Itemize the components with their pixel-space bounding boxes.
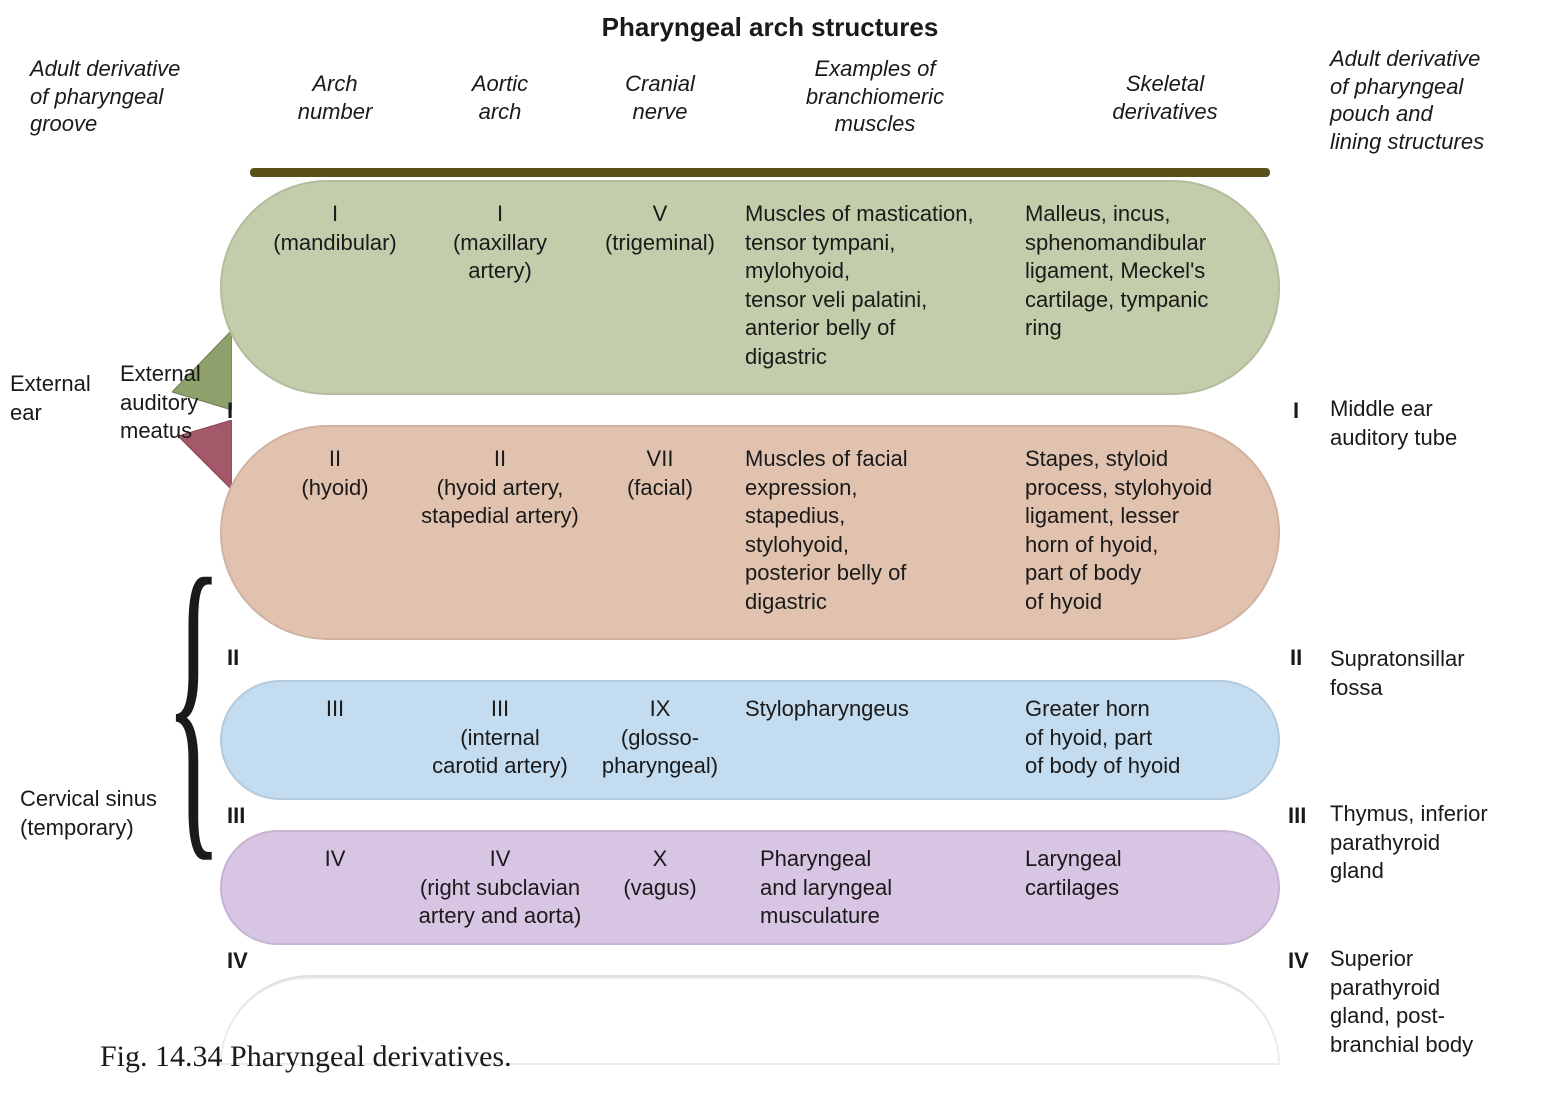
col-header-nerve-text: Cranialnerve [625, 71, 695, 124]
r2-nerve: VII(facial) [580, 445, 740, 502]
r4-skeletal: Laryngealcartilages [1025, 845, 1275, 902]
pouch-label-I: Middle earauditory tube [1330, 395, 1530, 452]
r3-muscles: Stylopharyngeus [745, 695, 1025, 724]
r2-arch: II(hyoid) [260, 445, 410, 502]
r3-nerve: IX(glosso-pharyngeal) [580, 695, 740, 781]
pouch-num-III: III [1288, 803, 1306, 829]
r4-muscles: Pharyngealand laryngealmusculature [760, 845, 1040, 931]
pouch-label-II: Supratonsillarfossa [1330, 645, 1530, 702]
r3-skeletal: Greater hornof hyoid, partof body of hyo… [1025, 695, 1275, 781]
pouch-num-II: II [1290, 645, 1302, 671]
r2-aortic: II(hyoid artery,stapedial artery) [400, 445, 600, 531]
r1-muscles: Muscles of mastication,tensor tympani,my… [745, 200, 1025, 372]
r4-aortic: IV(right subclavianartery and aorta) [395, 845, 605, 931]
r3-arch: III [260, 695, 410, 724]
r1-nerve: V(trigeminal) [580, 200, 740, 257]
header-underline-bar [250, 168, 1270, 177]
col-header-muscles-text: Examples ofbranchiomericmuscles [806, 56, 944, 136]
col-header-arch-text: Archnumber [298, 71, 373, 124]
r4-arch: IV [260, 845, 410, 874]
diagram-canvas: Pharyngeal arch structures Adult derivat… [0, 0, 1546, 1093]
col-header-groove: Adult derivativeof pharyngealgroove [30, 55, 220, 138]
col-header-aortic: Aorticarch [410, 70, 590, 125]
pouch-label-IV: Superiorparathyroidgland, post-branchial… [1330, 945, 1540, 1059]
figure-title: Pharyngeal arch structures [560, 12, 980, 43]
r1-arch: I(mandibular) [260, 200, 410, 257]
r2-skeletal: Stapes, styloidprocess, stylohyoidligame… [1025, 445, 1275, 617]
r1-aortic: I(maxillaryartery) [410, 200, 590, 286]
col-header-pouch: Adult derivativeof pharyngealpouch andli… [1330, 45, 1530, 155]
col-header-arch: Archnumber [260, 70, 410, 125]
groove-num-III: III [227, 803, 245, 829]
col-header-aortic-text: Aorticarch [472, 71, 528, 124]
col-header-skeletal: Skeletalderivatives [1040, 70, 1290, 125]
r2-muscles: Muscles of facialexpression,stapedius,st… [745, 445, 1025, 617]
col-header-skeletal-text: Skeletalderivatives [1112, 71, 1217, 124]
col-header-nerve: Cranialnerve [580, 70, 740, 125]
col-header-groove-text: Adult derivativeof pharyngealgroove [30, 56, 180, 136]
pouch-num-IV: IV [1288, 948, 1309, 974]
col-header-muscles: Examples ofbranchiomericmuscles [735, 55, 1015, 138]
groove-num-IV: IV [227, 948, 248, 974]
pouch-num-I: I [1293, 398, 1299, 424]
groove-label-external-ear: Externalear [10, 370, 120, 427]
r3-aortic: III(internalcarotid artery) [410, 695, 590, 781]
figure-caption: Fig. 14.34 Pharyngeal derivatives. [100, 1040, 512, 1074]
r4-nerve: X(vagus) [580, 845, 740, 902]
r1-skeletal: Malleus, incus,sphenomandibularligament,… [1025, 200, 1275, 343]
groove-label-external-auditory-meatus: Externalauditorymeatus [120, 360, 230, 446]
col-header-pouch-text: Adult derivativeof pharyngealpouch andli… [1330, 46, 1484, 154]
groove-num-II: II [227, 645, 239, 671]
pouch-label-III: Thymus, inferiorparathyroidgland [1330, 800, 1540, 886]
brace-icon: { [165, 529, 223, 871]
